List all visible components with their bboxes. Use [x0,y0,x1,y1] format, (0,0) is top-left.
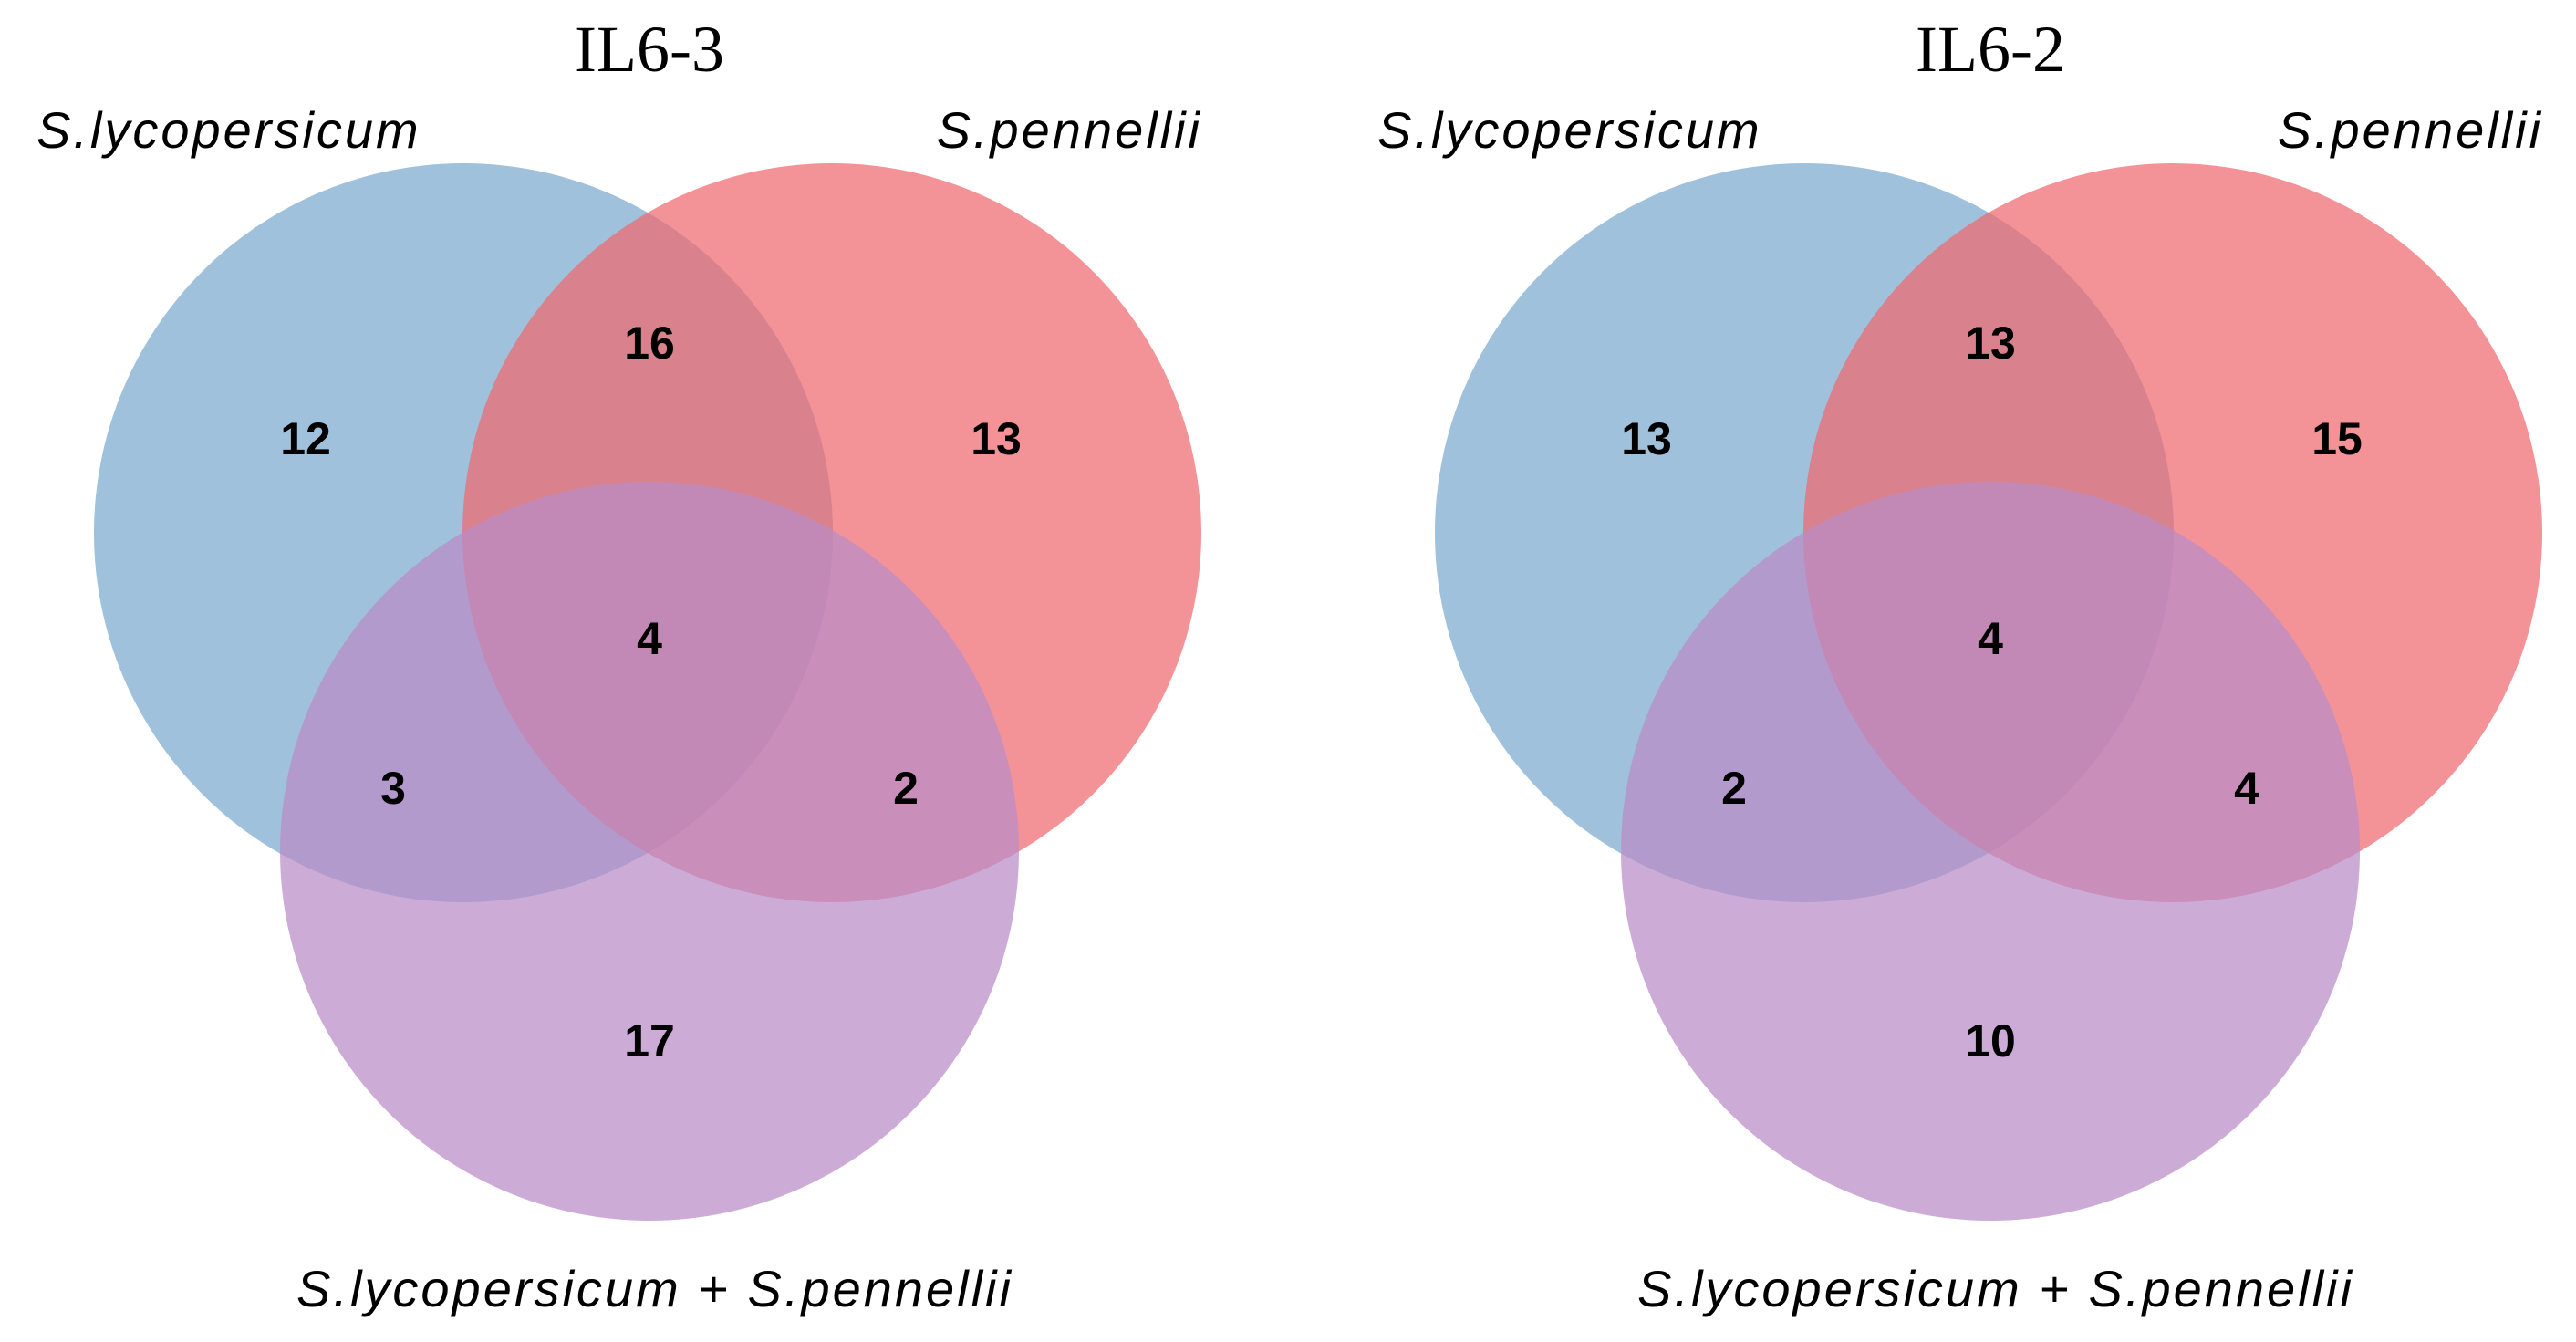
count-c-only: 10 [1965,1015,2016,1066]
panel-title: IL6-2 [1916,13,2065,86]
venn-panel-il6-3: IL6-3 S.lycopersicum S.pennellii S.lycop… [36,13,1202,1317]
venn-panel-il6-2: IL6-2 S.lycopersicum S.pennellii S.lycop… [1377,13,2543,1317]
count-ac: 2 [1721,763,1747,814]
count-abc: 4 [637,613,662,664]
set-a-label: S.lycopersicum [36,101,421,159]
count-c-only: 17 [624,1015,675,1066]
count-a-only: 13 [1621,413,1672,464]
count-ac: 3 [380,763,406,814]
set-c-circle [280,482,1019,1221]
set-b-label: S.pennellii [2278,101,2543,159]
count-bc: 4 [2234,763,2259,814]
set-b-label: S.pennellii [937,101,1202,159]
count-a-only: 12 [280,413,331,464]
set-c-circle [1621,482,2360,1221]
set-c-label: S.lycopersicum + S.pennellii [296,1260,1013,1317]
panel-title: IL6-3 [575,13,724,86]
set-a-label: S.lycopersicum [1377,101,1762,159]
count-b-only: 15 [2311,413,2363,464]
count-ab: 13 [1965,317,2016,369]
count-bc: 2 [893,763,919,814]
count-b-only: 13 [971,413,1022,464]
count-ab: 16 [624,317,675,369]
count-abc: 4 [1978,613,2003,664]
set-c-label: S.lycopersicum + S.pennellii [1637,1260,2354,1317]
